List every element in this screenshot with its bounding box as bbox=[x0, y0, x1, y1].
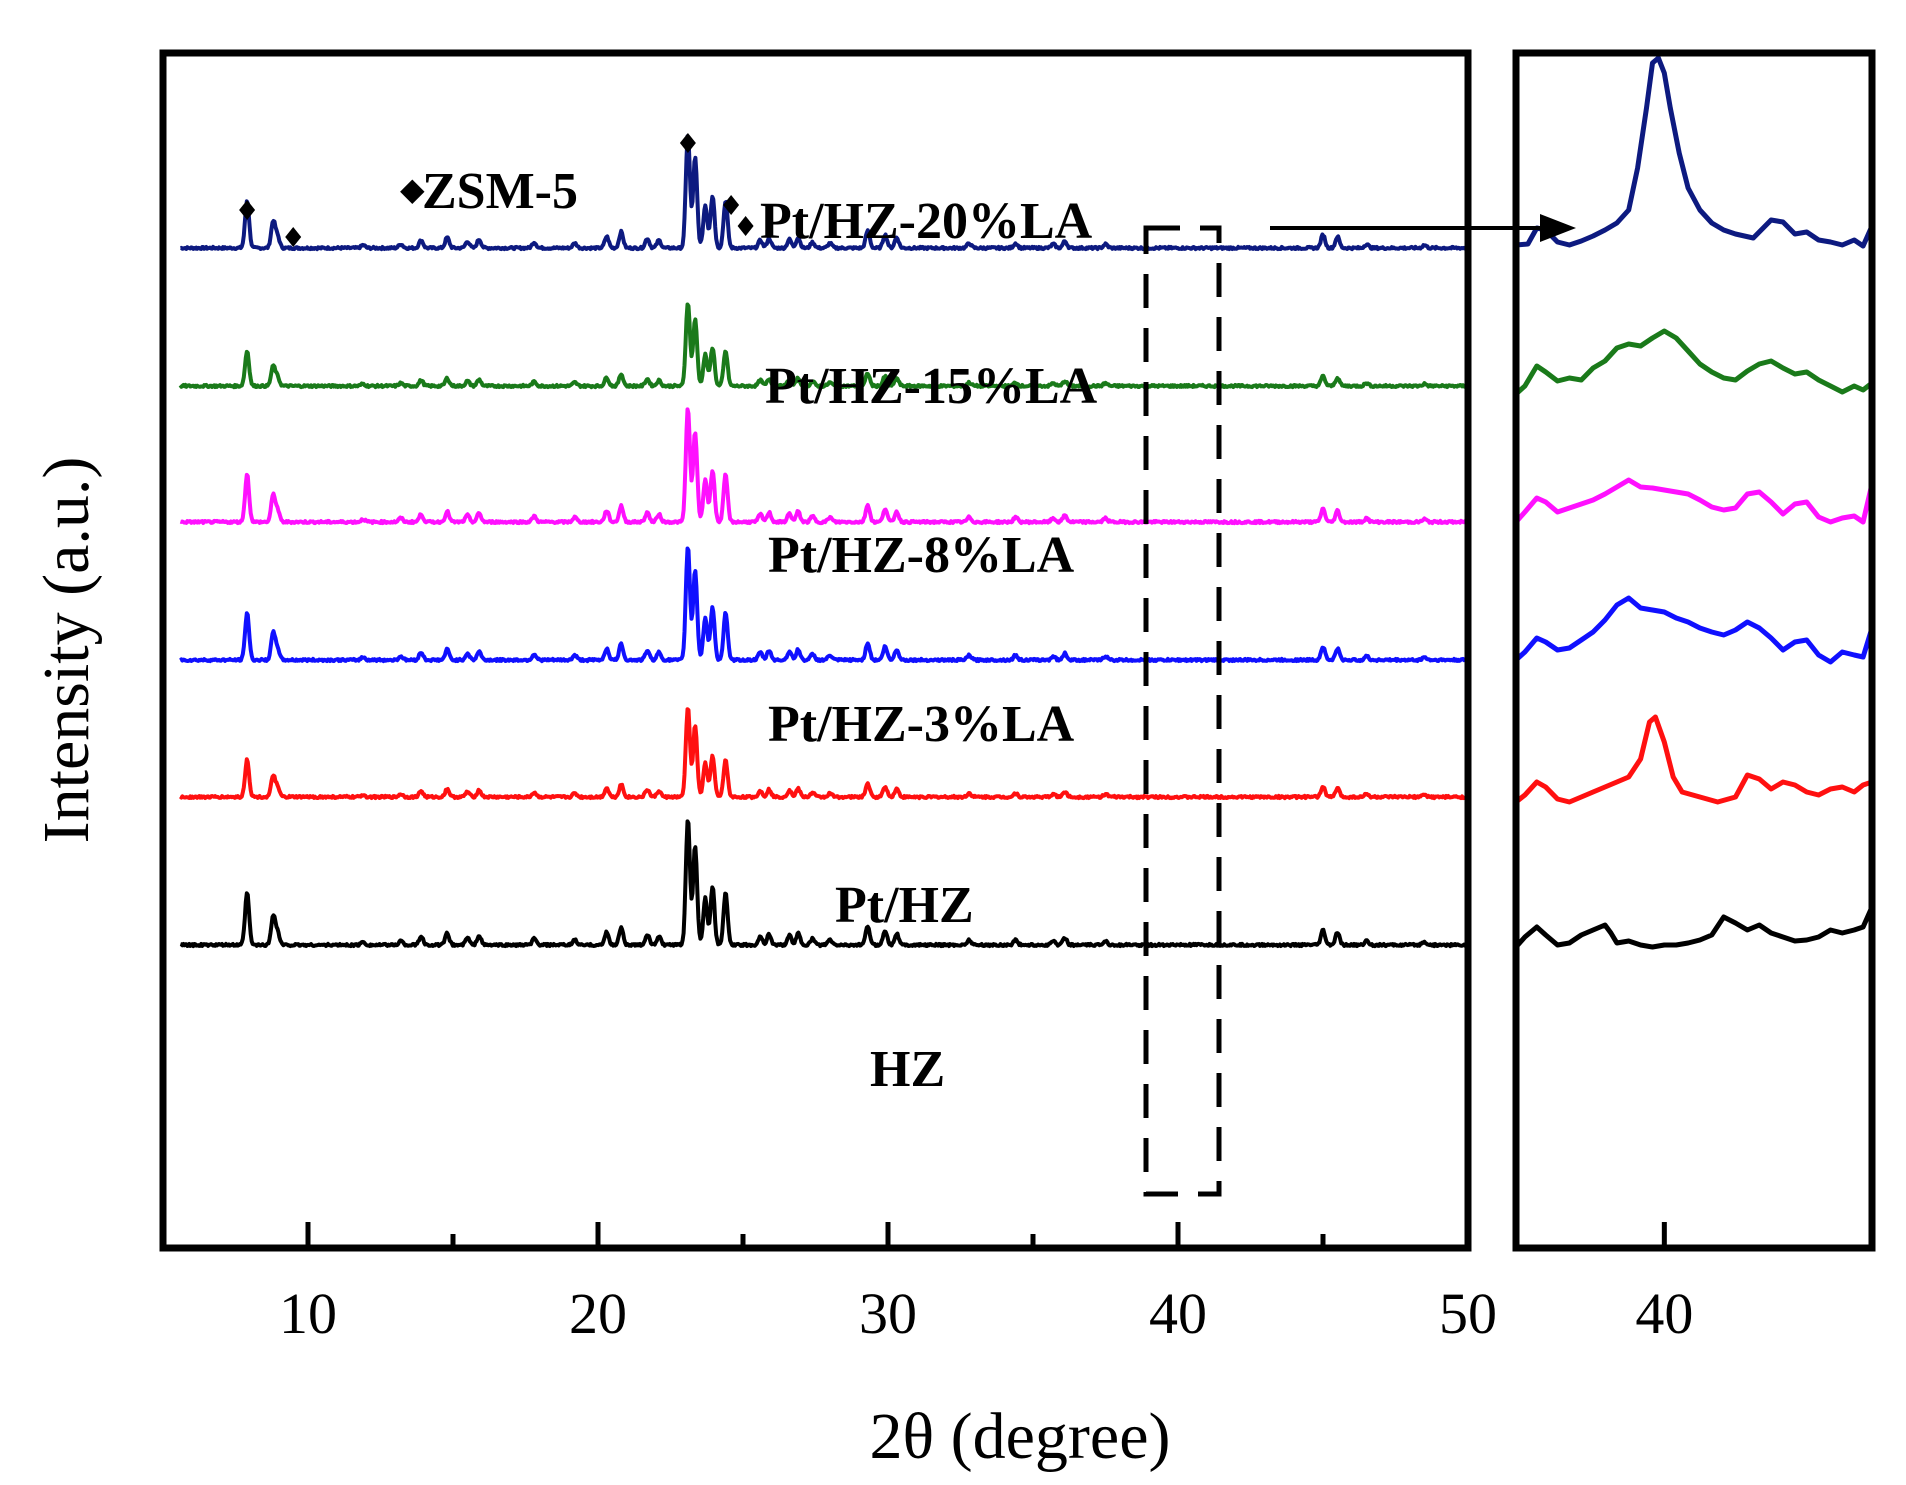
main-tick-label-30: 30 bbox=[859, 1281, 917, 1346]
inset-trace-2 bbox=[1514, 477, 1875, 525]
main-plot-frame bbox=[159, 49, 1472, 1252]
series-label-5: HZ bbox=[870, 1041, 945, 1098]
series-label-3: Pt/HZ-3%LA bbox=[768, 696, 1075, 753]
inset-trace-5 bbox=[1514, 905, 1875, 950]
zoom-arrow-head bbox=[1540, 214, 1576, 242]
zsm5-marker-4 bbox=[737, 216, 754, 236]
zsm5-marker-3 bbox=[723, 195, 740, 215]
zsm5-marker-0 bbox=[239, 200, 256, 220]
inset-plot-frame bbox=[1512, 49, 1876, 1252]
series-trace-2 bbox=[179, 407, 1470, 526]
main-tick-label-50: 50 bbox=[1439, 1281, 1497, 1346]
main-plot-area bbox=[178, 134, 1470, 949]
series-label-4: Pt/HZ bbox=[835, 877, 974, 934]
inset-trace-0 bbox=[1515, 55, 1875, 249]
legend-marker: ◆ bbox=[400, 171, 425, 207]
series-trace-4 bbox=[178, 707, 1470, 801]
series-trace-0 bbox=[179, 134, 1469, 252]
inset-plot-area bbox=[1514, 55, 1875, 950]
series-trace-1 bbox=[178, 302, 1469, 390]
main-tick-label-40: 40 bbox=[1149, 1281, 1207, 1346]
main-x-ticks: 10 20 30 40 50 bbox=[279, 1222, 1497, 1346]
inset-trace-4 bbox=[1514, 714, 1873, 805]
main-tick-label-20: 20 bbox=[569, 1281, 627, 1346]
inset-tick-label-40: 40 bbox=[1635, 1281, 1693, 1346]
inset-trace-3 bbox=[1514, 595, 1875, 665]
legend-label: ZSM-5 bbox=[422, 163, 578, 220]
zsm5-marker-2 bbox=[679, 133, 696, 153]
main-tick-label-10: 10 bbox=[279, 1281, 337, 1346]
series-label-2: Pt/HZ-8%LA bbox=[768, 527, 1075, 584]
series-trace-5 bbox=[179, 819, 1469, 949]
zsm5-marker-1 bbox=[285, 227, 302, 247]
y-axis-title: Intensity (a.u.) bbox=[30, 457, 103, 844]
series-labels: Pt/HZ-20%LA Pt/HZ-15%LA Pt/HZ-8%LA Pt/HZ-3%… bbox=[760, 193, 1098, 1098]
series-label-0: Pt/HZ-20%LA bbox=[760, 193, 1093, 250]
inset-trace-1 bbox=[1514, 328, 1874, 396]
series-label-1: Pt/HZ-15%LA bbox=[765, 358, 1098, 415]
series-trace-3 bbox=[179, 546, 1470, 664]
zsm5-peak-markers bbox=[239, 133, 754, 247]
inset-x-ticks: 40 bbox=[1635, 1222, 1693, 1346]
zoom-window-box bbox=[1143, 225, 1222, 1197]
x-axis-title: 2θ (degree) bbox=[870, 1400, 1171, 1473]
